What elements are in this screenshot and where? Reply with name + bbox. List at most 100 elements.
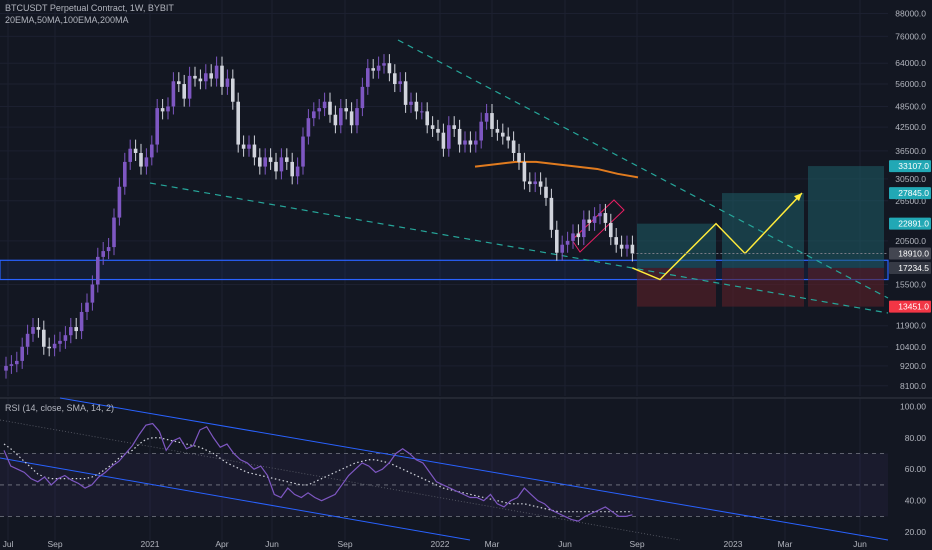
price-label-text: 18910.0 bbox=[898, 248, 929, 258]
candle-down bbox=[468, 140, 473, 145]
candle-down bbox=[285, 157, 289, 162]
candle-down bbox=[47, 346, 51, 349]
price-label-text: 17234.5 bbox=[898, 263, 929, 273]
candle-up bbox=[301, 136, 305, 167]
price-tick-label: 11900.0 bbox=[896, 321, 926, 331]
candle-up bbox=[187, 75, 192, 99]
candle-up bbox=[112, 217, 116, 248]
rsi-ma-line bbox=[3, 437, 633, 513]
price-label-box bbox=[889, 261, 931, 274]
candle-down bbox=[177, 81, 181, 85]
rsi-channel-upper bbox=[59, 397, 889, 541]
time-tick-label: Jun bbox=[265, 539, 279, 549]
candle-down bbox=[403, 81, 408, 105]
time-tick-label: Sep bbox=[337, 539, 352, 549]
price-tick-label: 36500.0 bbox=[895, 146, 926, 156]
price-label-box bbox=[889, 247, 931, 260]
candle-up bbox=[90, 284, 95, 303]
candle-down bbox=[614, 237, 618, 245]
candle-up bbox=[58, 340, 62, 344]
candle-up bbox=[571, 233, 575, 241]
price-tick-label: 15500.0 bbox=[895, 279, 926, 289]
loss-zone bbox=[637, 267, 716, 307]
candle-down bbox=[290, 161, 294, 177]
candle-up bbox=[382, 63, 386, 66]
candle-down bbox=[619, 244, 624, 249]
candle-down bbox=[393, 73, 397, 85]
candle-down bbox=[387, 63, 392, 74]
price-tick-label: 8100.0 bbox=[900, 381, 926, 391]
candle-down bbox=[414, 101, 419, 112]
candle-down bbox=[252, 144, 257, 158]
candle-down bbox=[42, 329, 46, 347]
rsi-tick-label: 100.00 bbox=[900, 401, 926, 411]
candle-down bbox=[371, 68, 375, 71]
ema-line bbox=[474, 160, 639, 179]
candle-up bbox=[592, 216, 597, 223]
profit-zone bbox=[637, 223, 716, 268]
candle-down bbox=[220, 65, 224, 87]
candle-up bbox=[171, 81, 176, 107]
price-tick-label: 42500.0 bbox=[895, 122, 926, 132]
time-tick-label: Jun bbox=[853, 539, 867, 549]
time-tick-label: Jun bbox=[558, 539, 572, 549]
indicators-legend[interactable]: 20EMA,50MA,100EMA,200MA bbox=[5, 15, 129, 25]
rsi-legend[interactable]: RSI (14, close, SMA, 14, 2) bbox=[5, 403, 115, 413]
rsi-tick-label: 40.00 bbox=[905, 496, 927, 506]
candle-down bbox=[349, 111, 354, 126]
candle-down bbox=[603, 213, 608, 223]
projection-arrow bbox=[794, 193, 802, 202]
candle-down bbox=[258, 157, 262, 167]
candle-up bbox=[420, 111, 424, 113]
price-tick-label: 64000.0 bbox=[895, 58, 926, 68]
candle-up bbox=[339, 108, 343, 126]
rsi-tick-label: 80.00 bbox=[905, 433, 927, 443]
candle-up bbox=[263, 157, 267, 167]
candle-up bbox=[306, 118, 311, 137]
candle-down bbox=[198, 78, 203, 82]
candle-down bbox=[74, 327, 78, 332]
candle-down bbox=[555, 229, 559, 253]
candle-down bbox=[344, 108, 348, 112]
candle-down bbox=[549, 197, 554, 230]
candle-down bbox=[236, 101, 240, 145]
candle-up bbox=[204, 73, 208, 82]
candle-down bbox=[506, 136, 510, 141]
candle-up bbox=[144, 157, 149, 167]
candle-down bbox=[209, 73, 213, 79]
candle-up bbox=[25, 333, 30, 347]
candle-up bbox=[598, 213, 602, 217]
candle-up bbox=[85, 302, 89, 312]
candle-up bbox=[9, 364, 14, 366]
candle-down bbox=[274, 161, 278, 172]
candle-up bbox=[295, 166, 300, 177]
symbol-title[interactable]: BTCUSDT Perpetual Contract, 1W, BYBIT bbox=[5, 3, 174, 13]
candle-up bbox=[20, 346, 24, 361]
rsi-panel bbox=[0, 397, 889, 541]
time-axis[interactable]: Jul Sep 2021 Apr Jun Sep 2022 Mar Jun Sep 2023 Mar J… bbox=[3, 539, 868, 549]
candle-up bbox=[52, 343, 57, 349]
candle-down bbox=[544, 186, 548, 198]
candle-down bbox=[538, 181, 543, 187]
candle-down bbox=[441, 132, 446, 149]
price-tick-label: 88000.0 bbox=[895, 9, 926, 19]
candle-up bbox=[214, 65, 219, 79]
candle-down bbox=[193, 75, 197, 79]
candle-down bbox=[495, 128, 500, 133]
time-tick-label: 2022 bbox=[431, 539, 450, 549]
price-axis[interactable]: 88000.0 76000.0 64000.0 56000.0 48500.0 42500… bbox=[889, 9, 931, 538]
candle-down bbox=[268, 157, 273, 162]
candle-down bbox=[425, 111, 429, 126]
candle-up bbox=[560, 244, 564, 253]
candles bbox=[4, 54, 635, 379]
candle-up bbox=[355, 108, 359, 126]
price-label-box bbox=[889, 217, 931, 230]
candle-down bbox=[522, 161, 527, 182]
time-tick-label: Mar bbox=[485, 539, 500, 549]
price-label-box bbox=[889, 187, 931, 200]
price-tick-label: 20500.0 bbox=[895, 236, 926, 246]
candle-down bbox=[528, 181, 532, 185]
candle-down bbox=[609, 222, 613, 238]
candle-down bbox=[333, 114, 338, 126]
candle-down bbox=[328, 101, 332, 115]
